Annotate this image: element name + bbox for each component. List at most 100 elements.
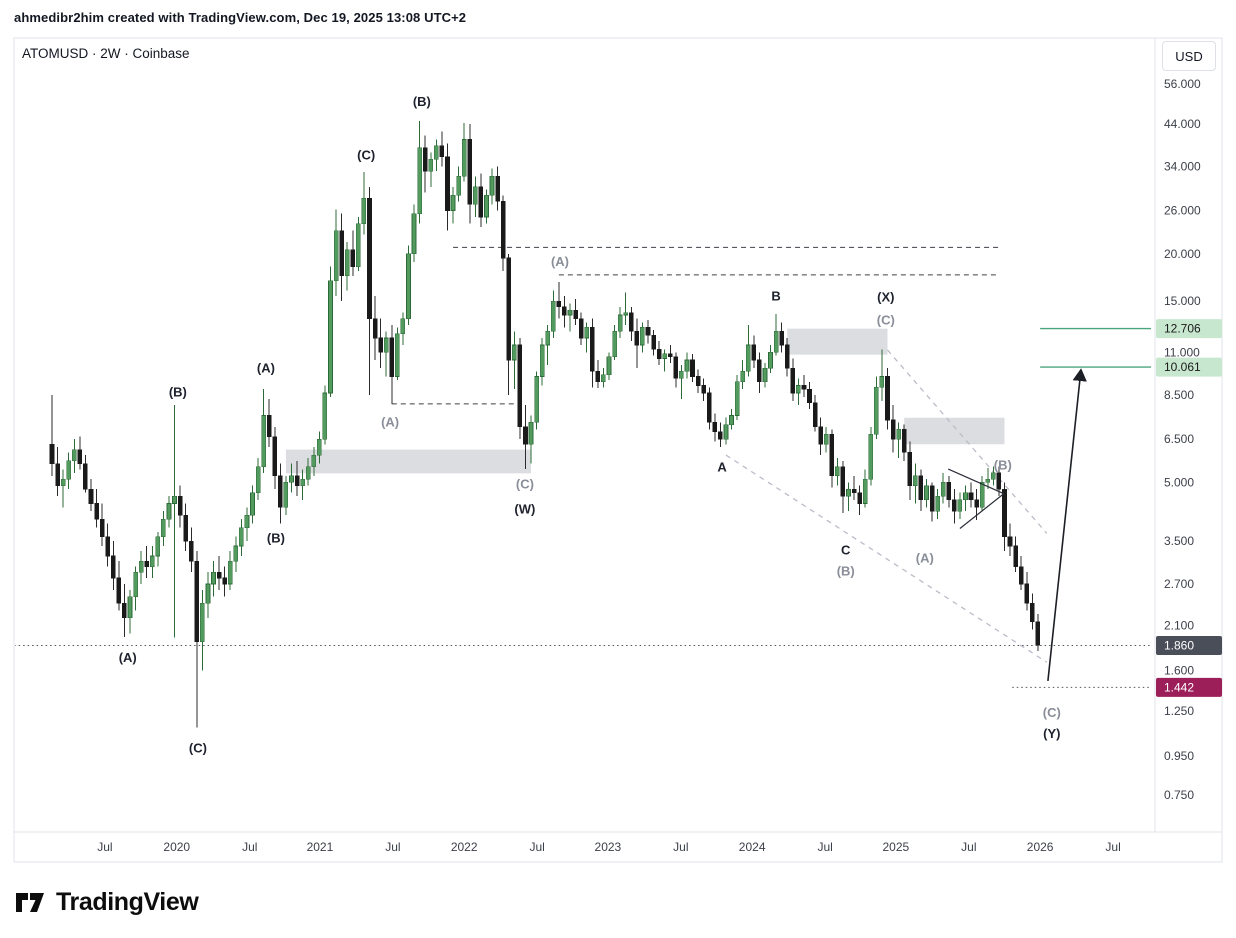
candle — [779, 322, 784, 353]
wave-label[interactable]: (A) — [551, 254, 569, 269]
candle-body — [155, 536, 161, 557]
target-price-badge[interactable]: 12.706 — [1156, 319, 1222, 339]
candle-body — [49, 443, 55, 464]
candle — [578, 312, 584, 346]
candle-body — [161, 518, 166, 537]
candle — [216, 555, 222, 591]
candle-body — [651, 334, 656, 350]
price-tick-label: 56.000 — [1164, 77, 1201, 91]
candle-body — [205, 583, 211, 604]
candle-body — [389, 337, 395, 377]
price-tick-label: 1.600 — [1164, 663, 1194, 677]
candle — [706, 387, 712, 430]
candle — [868, 426, 874, 486]
candle-body — [601, 374, 606, 383]
candle — [907, 441, 913, 500]
currency-toggle-label: USD — [1175, 48, 1203, 64]
channel-trendline[interactable] — [725, 454, 1048, 663]
projection-arrow[interactable] — [1047, 368, 1087, 682]
wave-label[interactable]: (C) — [357, 148, 375, 163]
candle-body — [913, 475, 918, 487]
candle-body — [406, 253, 411, 319]
candle — [506, 253, 512, 395]
price-tick-label: 6.500 — [1164, 432, 1194, 446]
candle — [283, 475, 289, 516]
candle-body — [422, 147, 428, 172]
candle — [1007, 523, 1013, 556]
wave-label[interactable]: C — [841, 542, 851, 557]
candle-body — [963, 492, 968, 501]
candle-body — [645, 327, 651, 336]
time-axis[interactable]: Jul 2020 Jul 2021 Jul 2022 Jul 2023 Jul 2024 Jul 20… — [97, 840, 1121, 854]
candle — [528, 415, 534, 464]
wave-label[interactable]: A — [717, 459, 727, 474]
candle — [913, 463, 918, 504]
wave-label[interactable]: (A) — [381, 415, 399, 430]
triangle-pattern-line[interactable] — [959, 493, 1005, 529]
candle-body — [640, 327, 645, 346]
currency-toggle-button[interactable]: USD — [1162, 41, 1216, 71]
candle-body — [985, 478, 991, 483]
candle — [896, 422, 901, 458]
candle — [829, 429, 835, 488]
wave-label[interactable]: (X) — [877, 289, 894, 304]
wave-label[interactable]: (B) — [994, 457, 1012, 472]
price-axis[interactable]: 56.000 44.000 34.000 26.000 20.000 15.000 11.0… — [1164, 77, 1201, 802]
candle-body — [918, 475, 924, 501]
tradingview-logo-icon[interactable] — [14, 886, 46, 918]
wave-label[interactable]: B — [771, 288, 780, 303]
alert-price-badge[interactable]: 1.442 — [1156, 677, 1222, 697]
price-tick-label: 5.000 — [1164, 475, 1194, 489]
supply-demand-zone[interactable] — [787, 328, 888, 355]
candle-body — [835, 466, 840, 477]
candle-body — [762, 367, 768, 383]
channel-trendline[interactable] — [887, 349, 1048, 534]
wave-label[interactable]: (C) — [189, 740, 207, 755]
candle-body — [996, 472, 1002, 490]
wave-label[interactable]: (A) — [119, 650, 137, 665]
candle — [467, 123, 473, 224]
target-price-badge[interactable]: 10.061 — [1156, 357, 1222, 377]
candle-body — [1018, 566, 1024, 585]
candle — [266, 398, 272, 447]
plot-area[interactable] — [14, 121, 1152, 728]
wave-label[interactable]: (W) — [514, 501, 535, 516]
symbol-legend[interactable]: ATOMUSD · 2W · Coinbase — [22, 46, 190, 61]
wave-label[interactable]: (B) — [837, 564, 855, 579]
wave-label[interactable]: (Y) — [1043, 726, 1060, 741]
candle-body — [200, 603, 205, 643]
candle-body — [862, 478, 868, 504]
candle — [851, 475, 857, 500]
candle — [71, 439, 77, 473]
candle-body — [851, 488, 857, 493]
candle-body — [211, 571, 216, 585]
wave-label[interactable]: (B) — [267, 530, 285, 545]
candle — [740, 360, 745, 390]
wave-label[interactable]: (B) — [413, 94, 431, 109]
supply-demand-zone[interactable] — [285, 449, 532, 474]
triangle-pattern-line[interactable] — [947, 468, 1005, 495]
candle — [1013, 536, 1018, 573]
candle-body — [901, 428, 907, 453]
supply-demand-zone[interactable] — [904, 417, 1005, 445]
candle-body — [857, 492, 862, 504]
candle — [233, 536, 239, 573]
wave-label[interactable]: (C) — [1043, 705, 1061, 720]
candle — [679, 364, 684, 399]
attribution-text: ahmedibr2him created with TradingView.co… — [14, 10, 467, 25]
chart-frame — [13, 37, 1223, 863]
wave-label[interactable]: (C) — [877, 312, 895, 327]
candle — [523, 404, 528, 470]
candle — [628, 306, 634, 341]
candle — [645, 319, 651, 344]
candle-body — [294, 475, 300, 487]
candle-body — [801, 385, 807, 390]
wave-label[interactable]: (A) — [916, 551, 934, 566]
wave-label[interactable]: (B) — [169, 384, 187, 399]
candle — [144, 545, 149, 578]
last-price-badge[interactable]: 1.860 — [1156, 635, 1222, 655]
wave-label[interactable]: (C) — [516, 477, 534, 492]
candle — [589, 318, 595, 388]
wave-label[interactable]: (A) — [257, 361, 275, 376]
